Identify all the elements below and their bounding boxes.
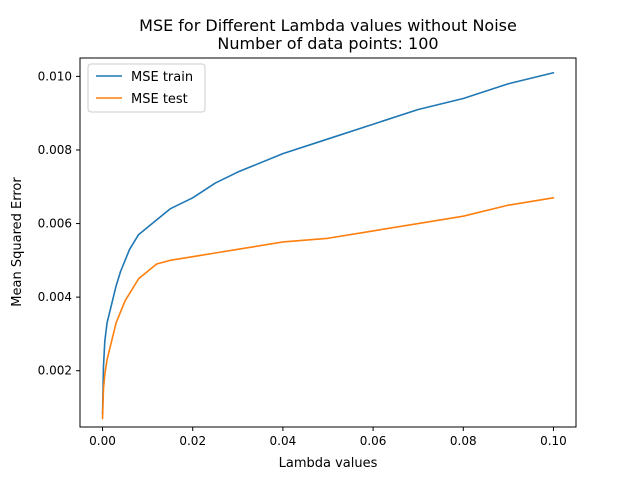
legend-items: MSE train MSE test — [96, 70, 193, 107]
x-tick-label: 0.08 — [450, 434, 477, 448]
series-line-0 — [101, 71, 555, 415]
x-tick-label: 0.00 — [89, 434, 116, 448]
x-axis-ticks: 0.00 0.02 0.04 0.06 0.08 0.10 — [89, 427, 567, 448]
y-tick-label: 0.008 — [38, 143, 72, 157]
x-tick-label: 0.02 — [179, 434, 206, 448]
x-tick-label: 0.10 — [540, 434, 567, 448]
x-tick-label: 0.04 — [270, 434, 297, 448]
legend-label-1: MSE test — [131, 92, 188, 107]
chart-title: MSE for Different Lambda values without … — [139, 16, 517, 35]
y-tick-label: 0.010 — [38, 69, 72, 83]
series-line-1 — [101, 197, 555, 420]
series-layer — [101, 71, 555, 420]
y-axis-label: Mean Squared Error — [10, 177, 25, 307]
x-tick-label: 0.06 — [360, 434, 387, 448]
y-tick-label: 0.006 — [38, 217, 72, 231]
legend: MSE train MSE test — [87, 63, 206, 113]
y-tick-label: 0.002 — [38, 364, 72, 378]
legend-label-0: MSE train — [131, 70, 193, 85]
axes-frame — [79, 57, 577, 428]
chart-subtitle: Number of data points: 100 — [217, 34, 438, 53]
y-axis-ticks: 0.002 0.004 0.006 0.008 0.010 — [38, 69, 80, 378]
y-tick-label: 0.004 — [38, 290, 72, 304]
plot-area — [79, 57, 577, 428]
x-axis-label: Lambda values — [279, 456, 378, 471]
